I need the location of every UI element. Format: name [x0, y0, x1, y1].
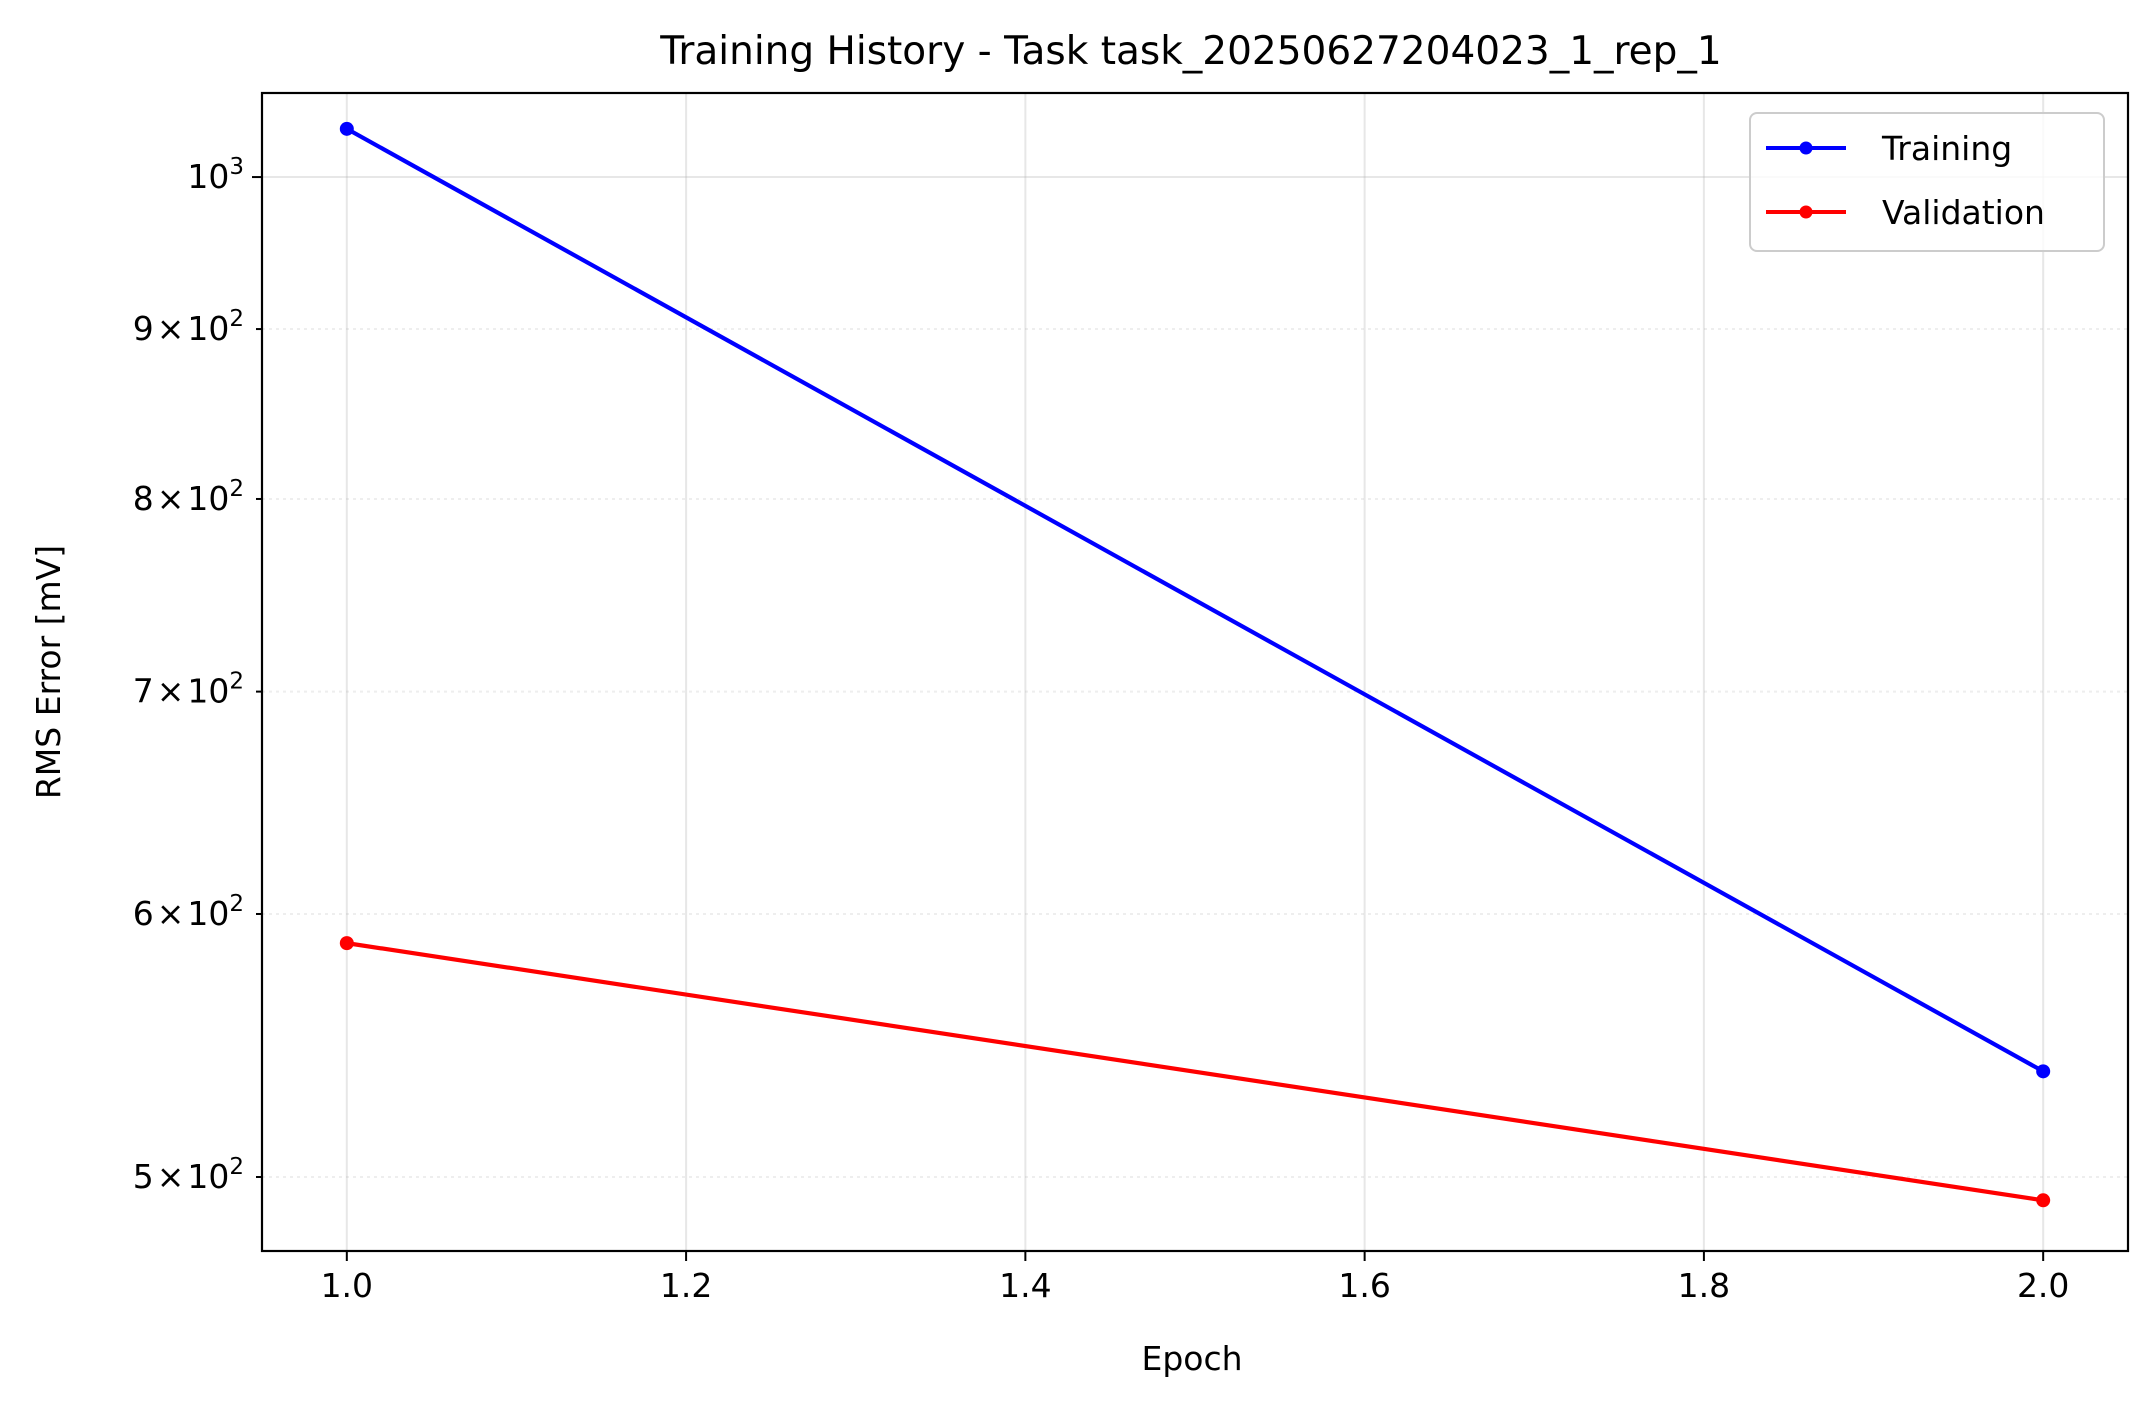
series-points: [339, 121, 2051, 1208]
legend-label-validation: Validation: [1882, 193, 2045, 232]
data-point-validation: [339, 936, 354, 951]
x-tick-label: 2.0: [2017, 1266, 2069, 1305]
legend-label-training: Training: [1881, 129, 2012, 168]
y-tick-label: 8×102: [133, 476, 244, 518]
series-line-validation: [346, 941, 2044, 1203]
y-tick-label: 7×102: [133, 669, 244, 711]
legend-marker-validation: [1799, 205, 1813, 219]
plot-area-frame: [260, 91, 2130, 1253]
chart-title: Training History - Task task_20250627204…: [659, 29, 1722, 74]
data-point-validation: [2036, 1193, 2051, 1208]
x-axis-ticks: 1.0 1.2 1.4 1.6 1.8 2.0: [321, 1251, 2069, 1305]
y-tick-label: 5×102: [133, 1154, 244, 1196]
x-tick-label: 1.8: [1678, 1266, 1730, 1305]
legend-marker-training: [1799, 141, 1813, 155]
x-axis-label: Epoch: [1141, 1339, 1242, 1378]
data-point-training: [2036, 1064, 2051, 1079]
x-tick-label: 1.0: [321, 1266, 373, 1305]
legend: Training Validation: [1749, 112, 2105, 252]
series-line-training: [345, 126, 2045, 1074]
y-axis-label: RMS Error [mV]: [29, 545, 68, 799]
x-tick-label: 1.6: [1338, 1266, 1390, 1305]
x-tick-label: 1.2: [660, 1266, 712, 1305]
x-tick-label: 1.4: [999, 1266, 1051, 1305]
y-tick-label: 9×102: [133, 306, 244, 348]
data-point-training: [339, 121, 354, 136]
grid: [262, 93, 2128, 1251]
series-lines: [345, 126, 2045, 1203]
y-tick-label: 103: [187, 154, 244, 196]
y-axis-ticks: 5×102 6×102 7×102 8×102 9×102 103: [133, 154, 262, 1196]
y-tick-label: 6×102: [133, 891, 244, 933]
